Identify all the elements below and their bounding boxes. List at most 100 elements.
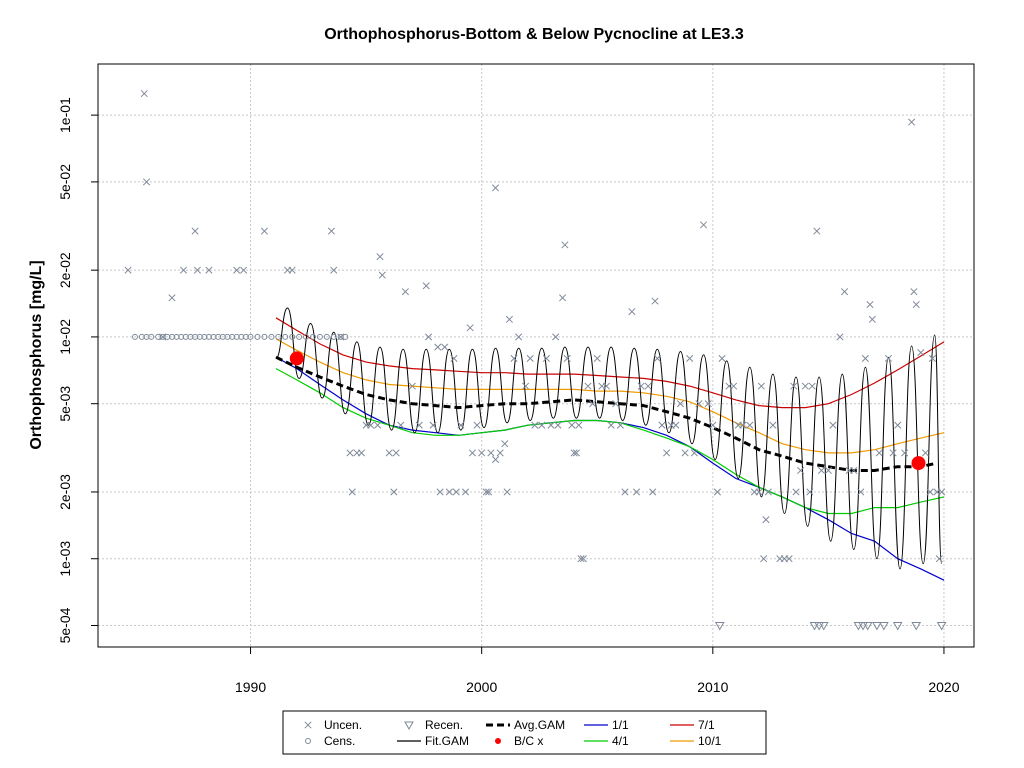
- uncensored-point: [651, 297, 659, 305]
- uncensored-point: [889, 449, 897, 457]
- uncensored-point: [621, 488, 629, 496]
- uncensored-point: [424, 333, 433, 341]
- uncensored-point: [676, 400, 685, 408]
- percentile-line-p101: [275, 338, 945, 454]
- uncensored-point: [884, 354, 893, 362]
- plot-area: [124, 90, 947, 631]
- censored-point: [289, 333, 296, 340]
- y-tick-label: 5e-04: [57, 607, 73, 643]
- legend-label-recen: Recen.: [425, 718, 463, 732]
- uncensored-point: [690, 449, 698, 457]
- censored-point: [261, 333, 268, 340]
- legend-symbol-bc: [495, 738, 501, 744]
- legend: Uncen. Recen. Avg.GAM 1/1 7/1 Cens. Fit.GAM B/C…: [282, 710, 767, 755]
- uncensored-point: [473, 421, 481, 429]
- uncensored-point: [260, 227, 268, 235]
- uncensored-point: [496, 449, 504, 457]
- uncensored-point: [739, 421, 747, 429]
- uncensored-point: [755, 488, 763, 496]
- uncensored-point: [491, 184, 500, 192]
- recensored-point: [936, 622, 947, 631]
- uncensored-point: [653, 354, 661, 362]
- uncensored-point: [385, 449, 393, 457]
- uncensored-point: [928, 354, 936, 362]
- legend-label-bc: B/C x: [514, 734, 543, 748]
- uncensored-point: [824, 466, 832, 475]
- uncensored-point: [337, 333, 345, 341]
- uncensored-point: [485, 488, 493, 496]
- uncensored-point: [593, 354, 601, 362]
- uncensored-point: [445, 488, 453, 496]
- uncensored-point: [602, 382, 611, 390]
- y-tick-label: 2e-03: [57, 474, 73, 510]
- uncensored-point: [850, 466, 858, 475]
- uncensored-point: [686, 354, 694, 362]
- uncensored-point: [762, 516, 770, 524]
- recensored-point: [814, 622, 825, 631]
- uncensored-point: [401, 288, 409, 296]
- legend-label-avg: Avg.GAM: [514, 718, 565, 732]
- recensored-point: [714, 622, 725, 631]
- recensored-point: [862, 622, 873, 631]
- censored-point: [330, 333, 337, 340]
- uncensored-point: [649, 488, 657, 496]
- uncensored-point: [482, 488, 490, 496]
- legend-label-p71: 7/1: [698, 718, 715, 732]
- uncensored-point: [628, 308, 636, 316]
- uncensored-point: [168, 294, 176, 302]
- uncensored-point: [938, 488, 946, 496]
- uncensored-point: [429, 421, 437, 429]
- recensored-point: [809, 622, 820, 631]
- uncensored-point: [392, 449, 400, 457]
- recensored-point: [911, 622, 922, 631]
- uncensored-point: [415, 421, 423, 429]
- censored-point: [275, 333, 282, 340]
- uncensored-point: [841, 288, 849, 296]
- uncensored-point: [346, 449, 354, 457]
- uncensored-point: [330, 266, 338, 274]
- recensored-point: [878, 622, 889, 631]
- uncensored-point: [797, 466, 805, 475]
- legend-label-p11: 1/1: [612, 718, 629, 732]
- recensored-point: [892, 622, 903, 631]
- uncensored-point: [288, 266, 296, 274]
- uncensored-point: [632, 488, 641, 496]
- censored-point: [342, 333, 349, 340]
- uncensored-point: [607, 421, 615, 429]
- uncensored-point: [579, 555, 587, 563]
- uncensored-point: [695, 400, 703, 408]
- recensored-point: [853, 622, 864, 631]
- uncensored-point: [836, 333, 844, 341]
- uncensored-point: [491, 455, 500, 464]
- uncensored-point: [552, 333, 560, 341]
- uncensored-point: [817, 466, 826, 475]
- uncensored-point: [487, 449, 495, 457]
- percentile-line-p71: [275, 317, 945, 409]
- uncensored-point: [908, 118, 916, 126]
- censored-point: [316, 333, 323, 340]
- censored-point: [310, 333, 316, 340]
- uncensored-point: [374, 421, 382, 429]
- uncensored-point: [704, 400, 712, 408]
- uncensored-point: [866, 300, 874, 309]
- uncensored-point: [584, 382, 592, 390]
- legend-symbol-cens: [305, 738, 311, 744]
- uncensored-point: [764, 488, 772, 496]
- uncensored-point: [422, 282, 430, 290]
- uncensored-point: [390, 488, 398, 496]
- legend-symbol-uncen: [304, 721, 312, 729]
- percentile-line-p41: [275, 368, 945, 515]
- x-tick-label: 2010: [697, 679, 728, 695]
- censored-point: [254, 333, 261, 340]
- uncensored-point: [554, 421, 562, 429]
- bc-point: [289, 351, 304, 366]
- x-tick-label: 2020: [928, 679, 959, 695]
- y-tick-label: 1e-01: [57, 97, 73, 133]
- uncensored-point: [663, 449, 671, 457]
- y-tick-label: 5e-03: [57, 386, 73, 422]
- uncensored-point: [450, 354, 458, 362]
- uncensored-point: [531, 421, 539, 429]
- uncensored-point: [466, 324, 474, 332]
- uncensored-point: [142, 178, 151, 186]
